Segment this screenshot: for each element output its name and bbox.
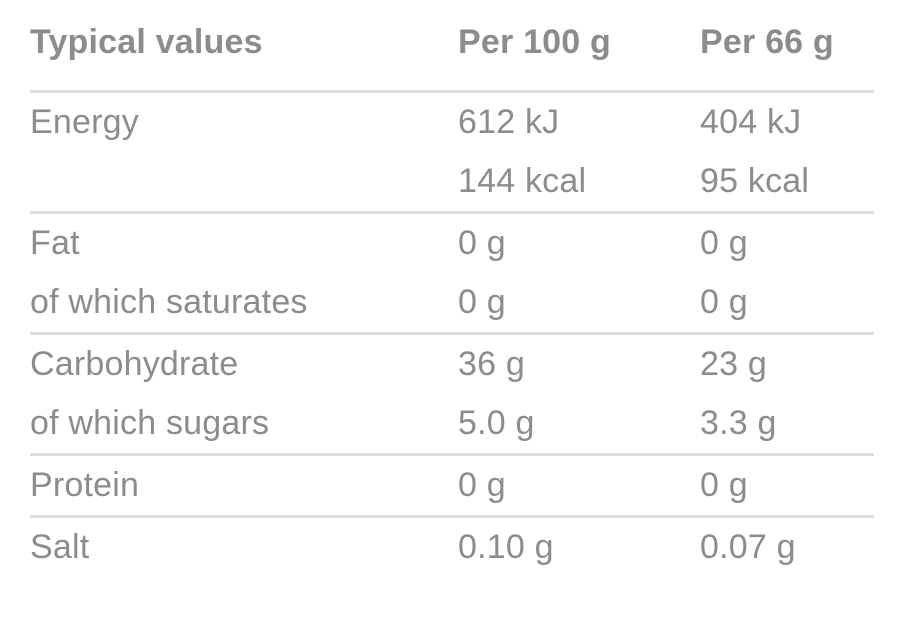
- table-header: Typical values Per 100 g Per 66 g: [30, 0, 874, 93]
- value-per-100g: 612 kJ: [458, 103, 560, 141]
- value-per-66g: 0 g: [700, 224, 748, 262]
- row-label: Salt: [30, 528, 90, 566]
- value-per-66g: 3.3 g: [700, 404, 777, 442]
- value-per-66g: 95 kcal: [700, 162, 810, 200]
- table-row-saturates: of which saturates 0 g 0 g: [30, 273, 874, 332]
- protein-group: Protein 0 g 0 g: [30, 456, 874, 518]
- table-row-salt: Salt 0.10 g 0.07 g: [30, 518, 874, 577]
- value-per-100g: 0 g: [458, 283, 506, 321]
- header-per-66g: Per 66 g: [700, 23, 834, 61]
- carbohydrate-group: Carbohydrate 36 g 23 g of which sugars 5…: [30, 335, 874, 456]
- value-per-66g: 0 g: [700, 466, 748, 504]
- header-typical-values: Typical values: [30, 23, 263, 61]
- table-row-protein: Protein 0 g 0 g: [30, 456, 874, 515]
- value-per-100g: 0 g: [458, 466, 506, 504]
- row-label: [30, 152, 458, 211]
- value-per-66g: 23 g: [700, 345, 767, 383]
- value-per-100g: 0.10 g: [458, 528, 554, 566]
- table-row-carbohydrate: Carbohydrate 36 g 23 g: [30, 335, 874, 394]
- table-row-energy-kcal: 144 kcal 95 kcal: [30, 152, 874, 211]
- row-label: Carbohydrate: [30, 345, 239, 383]
- row-label: of which saturates: [30, 283, 308, 321]
- row-label: Energy: [30, 103, 139, 141]
- table-row-fat: Fat 0 g 0 g: [30, 214, 874, 273]
- salt-group: Salt 0.10 g 0.07 g: [30, 518, 874, 577]
- row-label: of which sugars: [30, 404, 270, 442]
- value-per-100g: 5.0 g: [458, 404, 535, 442]
- row-label: Protein: [30, 466, 140, 504]
- nutrition-table: Typical values Per 100 g Per 66 g Energy…: [30, 0, 874, 577]
- value-per-66g: 404 kJ: [700, 103, 802, 141]
- row-label: Fat: [30, 224, 80, 262]
- header-per-100g: Per 100 g: [458, 23, 612, 61]
- value-per-100g: 144 kcal: [458, 162, 587, 200]
- value-per-100g: 0 g: [458, 224, 506, 262]
- table-row-energy-kj: Energy 612 kJ 404 kJ: [30, 93, 874, 152]
- value-per-100g: 36 g: [458, 345, 525, 383]
- fat-group: Fat 0 g 0 g of which saturates 0 g 0 g: [30, 214, 874, 335]
- table-row-sugars: of which sugars 5.0 g 3.3 g: [30, 394, 874, 453]
- value-per-66g: 0.07 g: [700, 528, 796, 566]
- value-per-66g: 0 g: [700, 283, 748, 321]
- energy-group: Energy 612 kJ 404 kJ 144 kcal 95 kcal: [30, 93, 874, 214]
